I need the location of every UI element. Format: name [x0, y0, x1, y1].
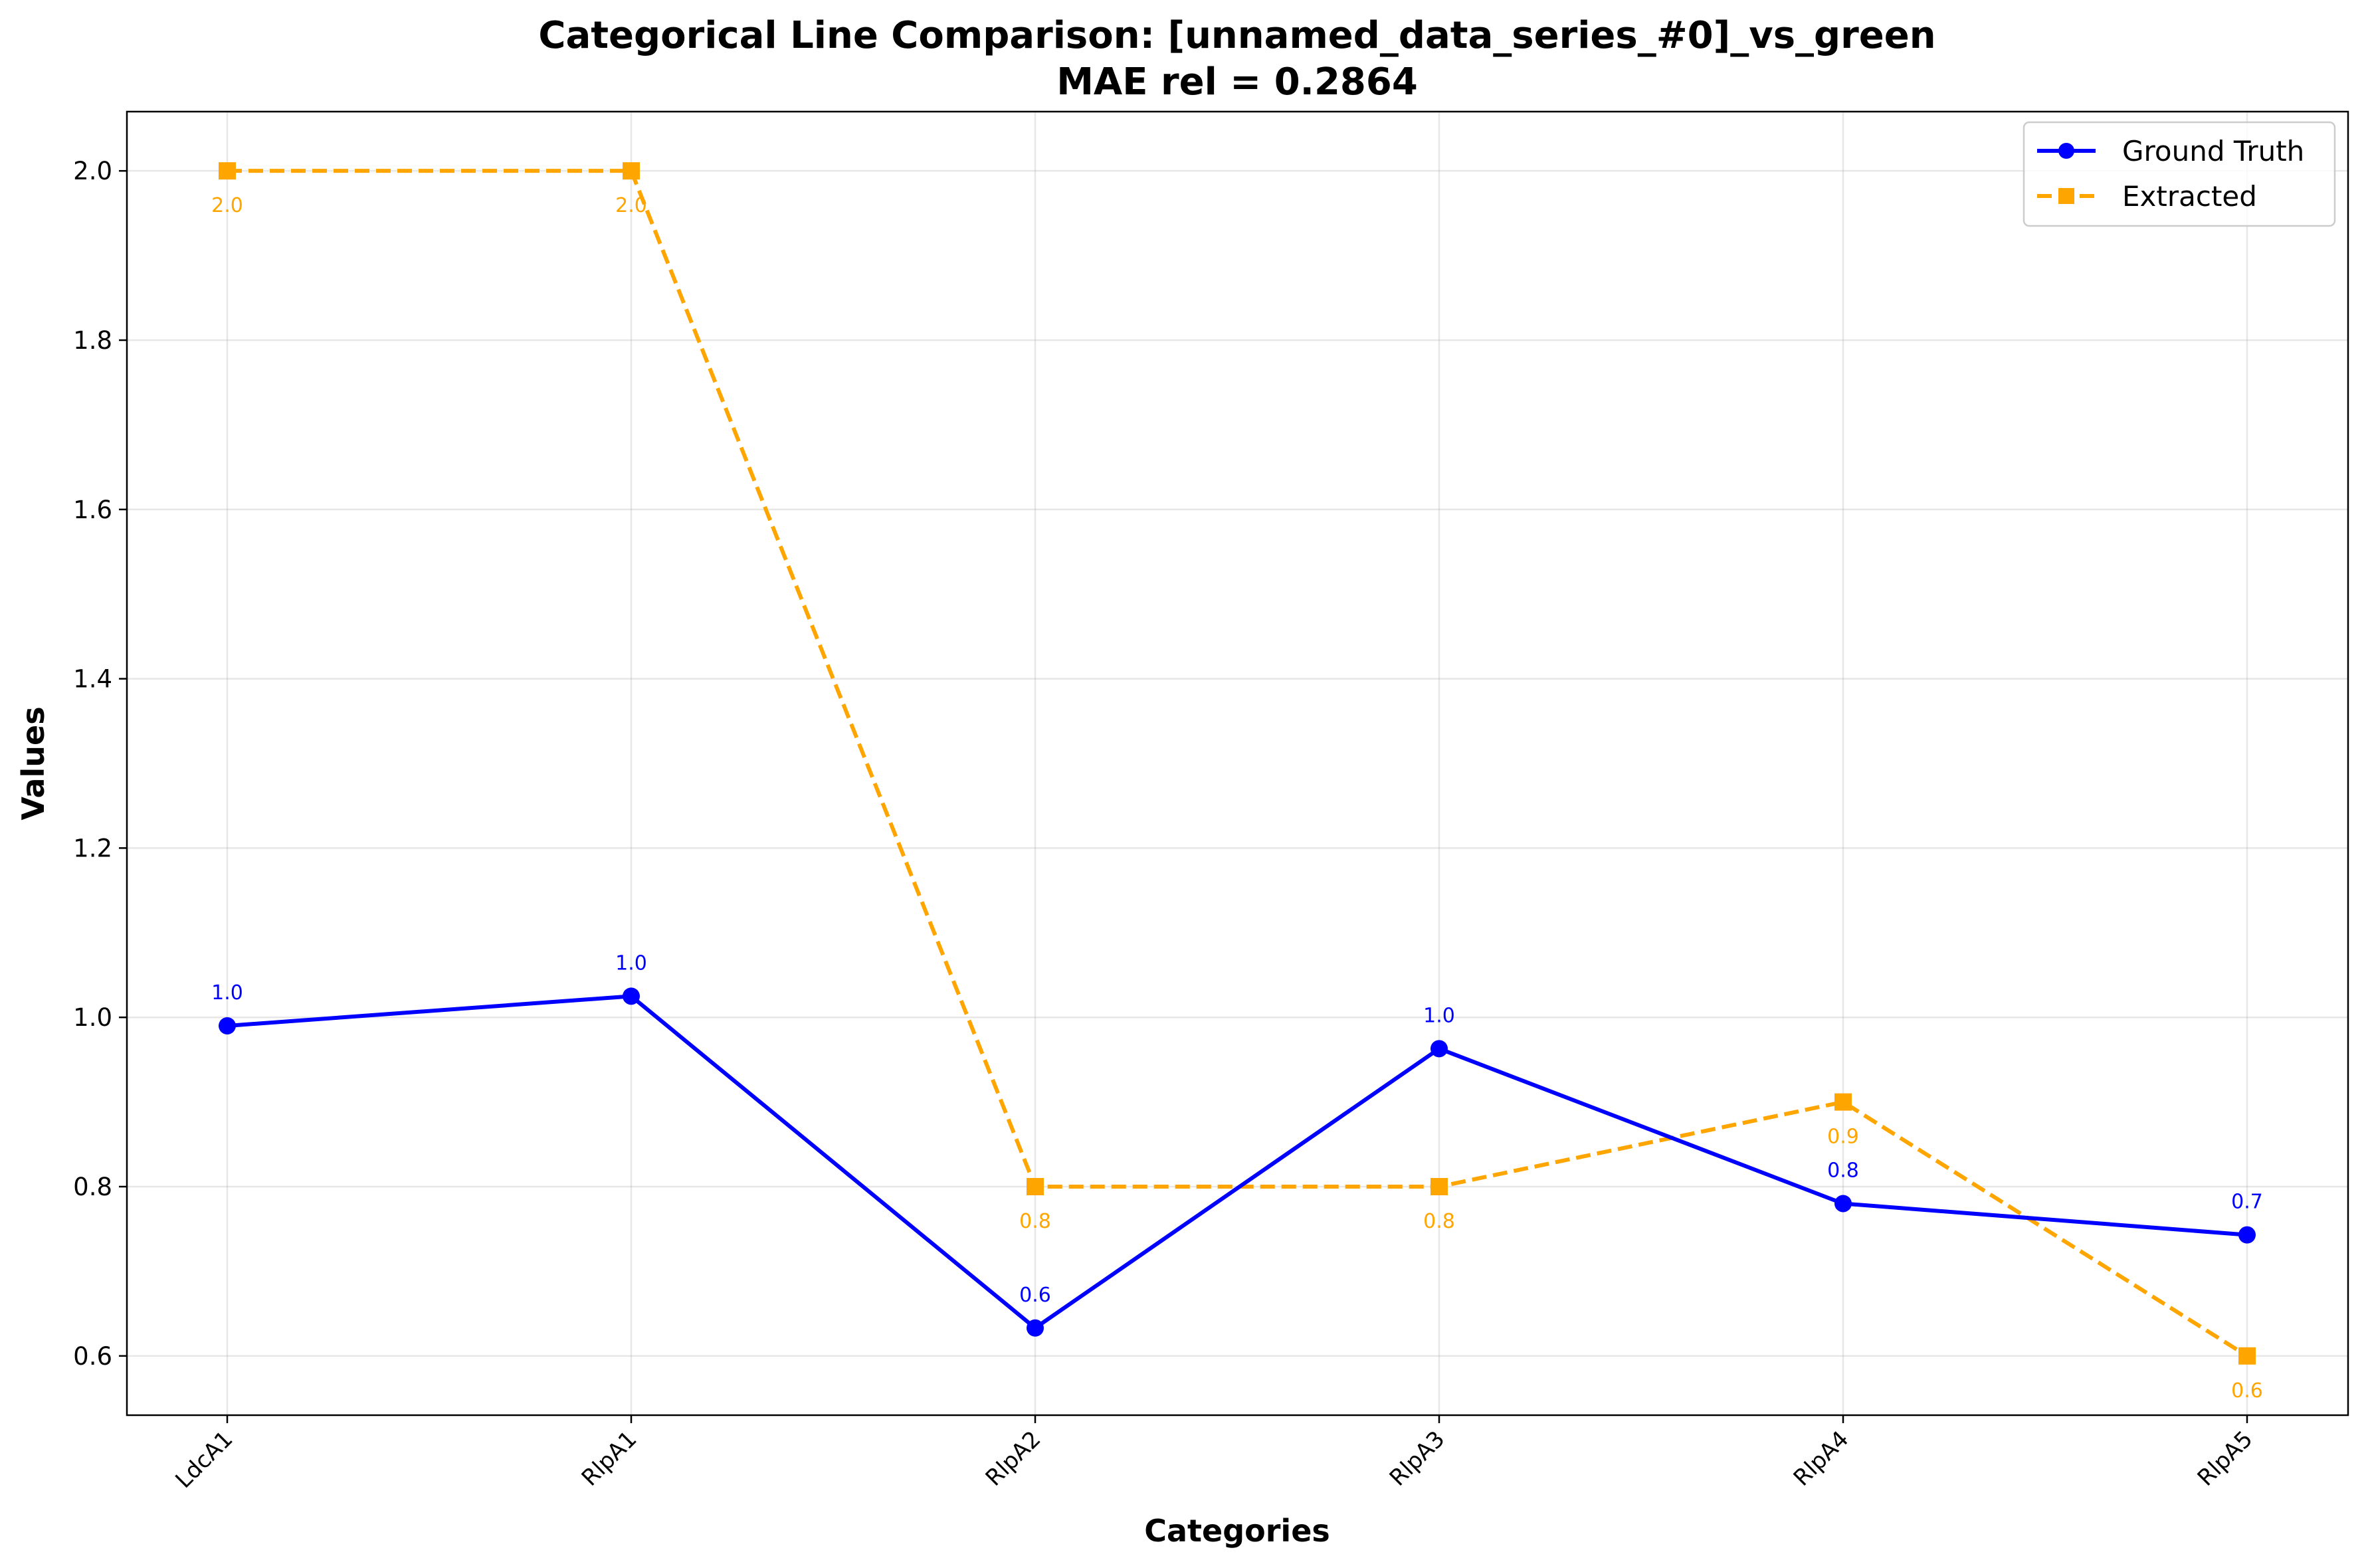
x-tick-label: LdcA1	[170, 1426, 238, 1494]
y-axis-ticks: 0.6 0.8 1.0 1.2 1.4 1.6 1.8 2.0	[73, 157, 127, 1371]
data-label-extracted: 0.6	[2231, 1379, 2263, 1403]
y-axis-label: Values	[15, 706, 51, 820]
data-point-ground-truth	[1834, 1195, 1852, 1213]
data-point-ground-truth	[1431, 1040, 1448, 1058]
plot-frame	[126, 110, 2349, 1417]
grid-lines	[127, 112, 2348, 1415]
data-point-ground-truth	[1027, 1319, 1044, 1337]
chart-subtitle: MAE rel = 0.2864	[1056, 60, 1418, 104]
y-tick-label: 1.2	[73, 834, 112, 862]
chart-title: Categorical Line Comparison: [unnamed_da…	[538, 14, 1935, 57]
x-tick-label: RlpA2	[981, 1426, 1046, 1492]
data-label-ground-truth: 1.0	[211, 981, 243, 1005]
data-label-extracted: 0.8	[1423, 1210, 1455, 1233]
data-point-ground-truth	[2238, 1226, 2256, 1244]
y-tick-label: 1.0	[73, 1003, 112, 1032]
data-point-extracted	[1431, 1178, 1448, 1196]
legend-label-extracted: Extracted	[2122, 180, 2257, 213]
data-point-extracted	[2238, 1347, 2256, 1365]
series-line-ground-truth	[227, 994, 2248, 1330]
legend-marker-ground-truth	[2058, 143, 2074, 159]
legend-label-ground-truth: Ground Truth	[2122, 135, 2304, 167]
data-label-extracted: 0.9	[1827, 1126, 1859, 1149]
y-tick-label: 0.8	[73, 1173, 112, 1201]
data-label-ground-truth: 1.0	[615, 951, 647, 975]
y-tick-label: 1.6	[73, 496, 112, 524]
data-point-ground-truth	[623, 987, 640, 1005]
y-tick-label: 1.4	[73, 665, 112, 694]
x-tick-label: RlpA5	[2193, 1426, 2258, 1492]
data-point-extracted	[1027, 1178, 1044, 1196]
series-layer: 2.0 2.0 0.8 0.8 0.9 0.6 1.0 1.0 0.6 1.0 0.8 0.7	[211, 162, 2263, 1403]
x-tick-label: RlpA3	[1385, 1426, 1450, 1492]
y-tick-label: 1.8	[73, 326, 112, 355]
y-tick-label: 0.6	[73, 1342, 112, 1371]
legend-box	[2023, 121, 2336, 227]
data-point-extracted	[1834, 1093, 1852, 1111]
data-label-ground-truth: 0.8	[1827, 1159, 1859, 1182]
data-label-extracted: 2.0	[211, 194, 243, 217]
x-axis-ticks: LdcA1 RlpA1 RlpA2 RlpA3 RlpA4 RlpA5	[170, 1415, 2258, 1494]
data-label-ground-truth: 0.7	[2231, 1191, 2263, 1214]
x-tick-label: RlpA1	[577, 1426, 642, 1492]
series-line-extracted	[227, 169, 2248, 1358]
data-label-ground-truth: 0.6	[1019, 1284, 1051, 1307]
legend-marker-extracted	[2058, 188, 2074, 204]
data-point-extracted	[219, 162, 236, 180]
legend: Ground Truth Extracted	[2023, 121, 2336, 227]
data-point-extracted	[623, 162, 640, 180]
data-label-extracted: 2.0	[615, 194, 647, 217]
data-label-ground-truth: 1.0	[1423, 1004, 1455, 1027]
x-axis-label: Categories	[1144, 1513, 1330, 1549]
x-tick-label: RlpA4	[1789, 1426, 1854, 1492]
y-tick-label: 2.0	[73, 157, 112, 185]
data-point-ground-truth	[219, 1017, 236, 1034]
data-label-extracted: 0.8	[1019, 1210, 1051, 1233]
